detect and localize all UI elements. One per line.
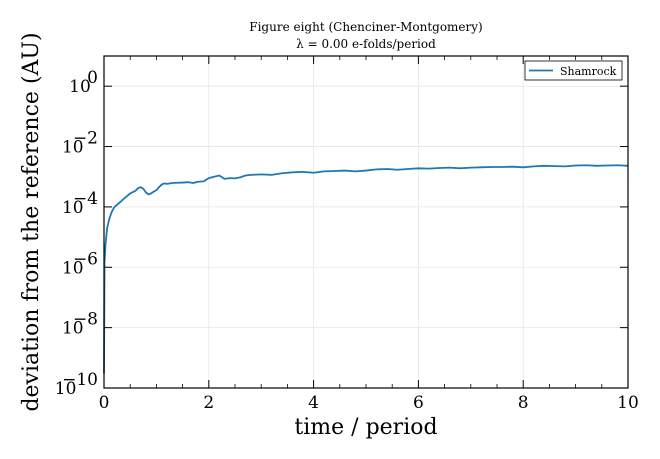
- x-tick-label: 0: [99, 393, 110, 413]
- y-tick-label-base: 10: [62, 319, 84, 339]
- y-tick-label-base: 10: [62, 198, 84, 218]
- y-tick-label: 10−6: [62, 249, 98, 278]
- y-tick-label: 10−2: [62, 129, 98, 158]
- y-tick-label-exponent: 0: [87, 68, 98, 88]
- y-tick-label: 10−4: [62, 189, 98, 218]
- x-axis-label: time / period: [294, 415, 437, 440]
- y-tick-label-exponent: −6: [73, 249, 98, 269]
- x-tick-label: 8: [518, 393, 529, 413]
- x-tick-label: 2: [203, 393, 214, 413]
- chart-subtitle: λ = 0.00 e-folds/period: [296, 37, 436, 51]
- y-tick-label-base: 10: [55, 379, 77, 399]
- legend: Shamrock: [524, 60, 623, 81]
- y-tick-label-base: 10: [62, 138, 84, 158]
- x-tick-label: 10: [617, 393, 639, 413]
- series-layer: [103, 164, 629, 374]
- plot-area: [104, 56, 628, 388]
- x-tick-label: 4: [308, 393, 319, 413]
- y-tick-label: 100: [69, 68, 98, 97]
- y-tick-label-exponent: −4: [73, 189, 98, 209]
- legend-box: [524, 60, 623, 81]
- y-tick-label-base: 10: [69, 77, 91, 97]
- chart-title: Figure eight (Chenciner-Montgomery): [249, 20, 482, 34]
- y-axis-label: deviation from the reference (AU): [19, 32, 44, 411]
- y-tick-label-base: 10: [62, 258, 84, 278]
- y-tick-label-exponent: −8: [73, 310, 98, 330]
- x-tick-label: 6: [413, 393, 424, 413]
- y-tick-label: 10−10: [55, 370, 98, 399]
- y-tick-label-exponent: −2: [73, 129, 98, 149]
- grid: [103, 56, 629, 389]
- x-tick-labels: 0 2 4 6 8 10: [99, 393, 639, 413]
- y-tick-label: 10−8: [62, 310, 98, 339]
- series-line-shamrock: [103, 164, 629, 374]
- ticks: [103, 56, 629, 389]
- legend-label: Shamrock: [560, 65, 617, 78]
- y-tick-label-exponent: −10: [62, 370, 98, 390]
